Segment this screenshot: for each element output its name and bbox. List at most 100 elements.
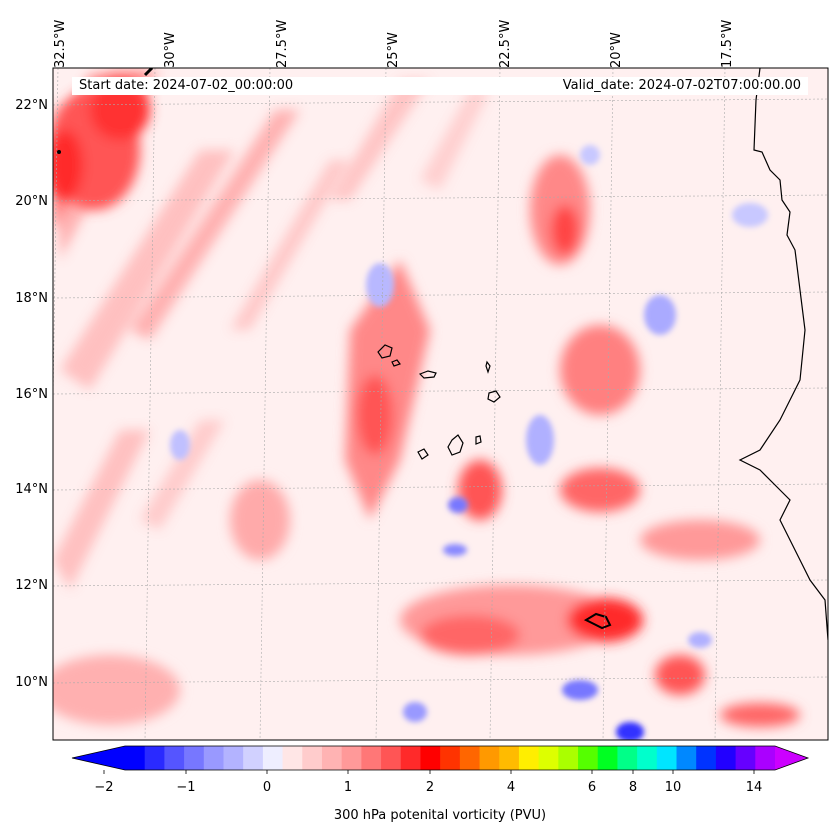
meridian-line (259, 68, 271, 740)
pv-negative (562, 680, 598, 700)
colorbar-swatch (578, 746, 599, 770)
cape-verde-santo-antao (377, 344, 393, 359)
colorbar-tick: 6 (587, 780, 597, 795)
pv-streak (130, 110, 300, 340)
meridian-line (602, 68, 614, 740)
colorbar-swatch (499, 746, 520, 770)
pv-band (420, 615, 520, 655)
cape-verde-sao-nicolau (418, 370, 437, 379)
pv-band (655, 655, 705, 695)
colorbar-swatch (656, 746, 678, 770)
colorbar-tick: −1 (176, 780, 196, 795)
pv-streak (53, 430, 150, 590)
map-panel (53, 68, 828, 740)
colorbar-swatch (243, 746, 264, 770)
colorbar-swatch (479, 746, 500, 770)
parallel-line (53, 98, 828, 106)
colorbar-swatch (420, 746, 441, 770)
lon-label-30w: 30°W (163, 32, 178, 68)
pv-band (640, 520, 760, 560)
start-date-label: Start date: 2024-07-02_00:00:00 (79, 78, 294, 93)
pv-streak (330, 80, 430, 200)
colorbar-tick: 14 (745, 780, 763, 795)
pv-contour (143, 68, 154, 77)
pv-band (560, 468, 640, 512)
meridian-line (53, 68, 59, 425)
pv-streak (140, 420, 225, 530)
colorbar-swatch (755, 746, 776, 770)
colorbar-swatch (400, 746, 421, 770)
meridian-line (714, 68, 726, 740)
lat-label-20n: 20°N (15, 194, 48, 209)
colorbar-tick: 4 (506, 780, 516, 795)
colorbar-swatch (459, 746, 481, 770)
colorbar-swatch (735, 746, 756, 770)
africa-coastline (738, 68, 828, 641)
parallel-line (53, 579, 828, 587)
lat-label-16n: 16°N (15, 387, 48, 402)
cape-verde-boa-vista (487, 390, 501, 403)
pv-negative (580, 145, 600, 165)
colorbar-swatch (164, 746, 185, 770)
map-frame (52, 67, 829, 741)
pv-band (53, 655, 180, 725)
pv-band (230, 480, 290, 560)
colorbar-swatch (637, 746, 658, 770)
colorbar-swatch (321, 746, 343, 770)
pv-negative (526, 415, 554, 465)
colorbar-tick: −2 (94, 780, 114, 795)
colorbar-label: 300 hPa potenital vorticity (PVU) (333, 808, 547, 823)
lon-label-25w: 25°W (386, 32, 401, 68)
pv-negative (403, 702, 427, 722)
colorbar-outline (71, 745, 810, 771)
cape-verde-fogo (417, 448, 429, 460)
colorbar-swatch (696, 746, 717, 770)
pv-band (720, 703, 800, 727)
colorbar-swatch (184, 746, 205, 770)
pv-core (53, 130, 83, 200)
pv-negative (688, 632, 712, 648)
colorbar (71, 745, 810, 774)
lon-label-32-5w: 32.5°W (53, 19, 68, 68)
pv-negative (170, 430, 190, 460)
cape-verde-maio (475, 435, 482, 445)
pv-negative (616, 722, 644, 740)
meridian-line (489, 68, 501, 740)
meridian-line (375, 68, 387, 740)
colorbar-swatch (223, 746, 244, 770)
colorbar-swatch (125, 746, 146, 770)
colorbar-under-arrow (72, 746, 125, 770)
pv-band (551, 205, 579, 255)
colorbar-tick: 2 (425, 780, 435, 795)
pv-negative (732, 203, 768, 227)
pv-negative (448, 497, 468, 513)
lat-label-22n: 22°N (15, 98, 48, 113)
colorbar-swatch (262, 746, 284, 770)
colorbar-swatch (538, 746, 559, 770)
pv-contour (57, 150, 61, 154)
parallel-line (53, 291, 828, 299)
pv-band (357, 375, 393, 455)
colorbar-swatch (381, 746, 402, 770)
pv-streak (230, 160, 350, 330)
pv-negative (644, 295, 676, 335)
parallel-line (53, 387, 828, 395)
parallel-line (53, 483, 828, 491)
lat-label-12n: 12°N (15, 578, 48, 593)
colorbar-over-arrow (775, 746, 808, 770)
lon-label-22-5w: 22.5°W (498, 19, 513, 68)
colorbar-tick: 8 (628, 780, 638, 795)
lat-label-18n: 18°N (15, 291, 48, 306)
graticule (53, 68, 828, 740)
pv-streak (420, 90, 490, 190)
pv-contour (583, 612, 612, 630)
colorbar-swatch (282, 746, 303, 770)
colorbar-tick: 10 (664, 780, 682, 795)
lat-label-10n: 10°N (15, 675, 48, 690)
pv-band (458, 460, 502, 520)
pv-field (53, 68, 800, 740)
parallel-line (53, 194, 828, 202)
colorbar-tick: 0 (262, 780, 272, 795)
